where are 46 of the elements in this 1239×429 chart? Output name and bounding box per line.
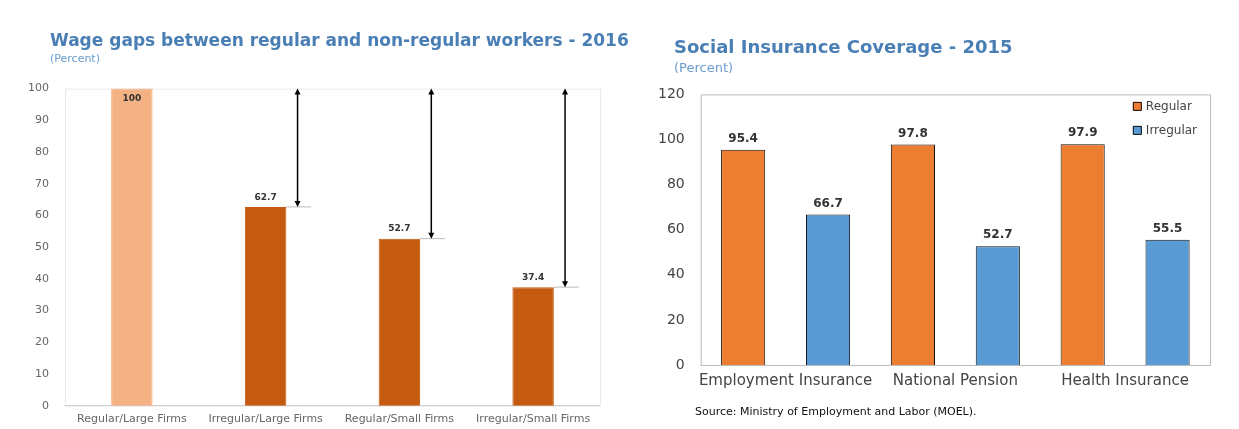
- bar: [244, 206, 287, 406]
- data-label: 97.8: [898, 125, 928, 140]
- x-tick-label: Employment Insurance: [698, 370, 873, 389]
- y-tick-label: 10: [35, 366, 49, 380]
- data-label: 52.7: [983, 227, 1013, 242]
- bar: [111, 88, 153, 406]
- x-tick-label: Irregular/Small Firms: [476, 412, 591, 426]
- y-tick-label: 60: [666, 220, 685, 237]
- y-tick-label: 100: [657, 130, 685, 147]
- chart-title: Wage gaps between regular and non-regular workers - 2016: [50, 30, 629, 50]
- data-label: 100: [122, 93, 142, 104]
- bar: [378, 238, 421, 406]
- data-label: 55.5: [1152, 220, 1183, 235]
- y-tick-label: 80: [666, 175, 685, 192]
- y-tick-label: 100: [28, 81, 49, 95]
- data-label: 62.7: [254, 191, 277, 202]
- bar: [512, 287, 554, 406]
- y-tick-label: 0: [675, 355, 685, 372]
- y-tick-label: 30: [35, 303, 49, 317]
- x-tick-label: Health Insurance: [1061, 370, 1189, 389]
- y-tick-label: 80: [35, 144, 49, 158]
- y-tick-label: 60: [35, 208, 49, 222]
- chart-subtitle: (Percent): [674, 60, 734, 75]
- data-label: 95.4: [728, 131, 758, 145]
- data-label: 66.7: [813, 195, 843, 210]
- y-tick-label: 20: [666, 310, 685, 327]
- y-tick-label: 40: [35, 271, 49, 285]
- y-tick-label: 90: [35, 113, 49, 127]
- source-note: Source: Ministry of Employment and Labor (MOEL).: [695, 405, 977, 418]
- y-tick-label: 20: [35, 335, 49, 349]
- y-tick-label: 40: [666, 265, 685, 282]
- legend-label: Regular: [1145, 98, 1192, 113]
- chart-title: Social Insurance Coverage - 2015: [674, 36, 1013, 57]
- data-label: 52.7: [388, 223, 411, 234]
- x-tick-label: Regular/Large Firms: [77, 412, 187, 426]
- legend-label: Irregular: [1145, 122, 1198, 137]
- y-tick-label: 70: [35, 176, 49, 190]
- data-label: 97.9: [1067, 125, 1098, 140]
- x-tick-label: Irregular/Large Firms: [208, 412, 324, 426]
- x-tick-label: National Pension: [892, 370, 1018, 389]
- x-tick-label: Regular/Small Firms: [344, 412, 455, 426]
- y-tick-label: 50: [35, 240, 49, 254]
- y-tick-label: 120: [657, 85, 685, 102]
- data-label: 37.4: [522, 272, 545, 283]
- chart-subtitle: (Percent): [50, 52, 100, 65]
- y-tick-label: 0: [42, 398, 49, 412]
